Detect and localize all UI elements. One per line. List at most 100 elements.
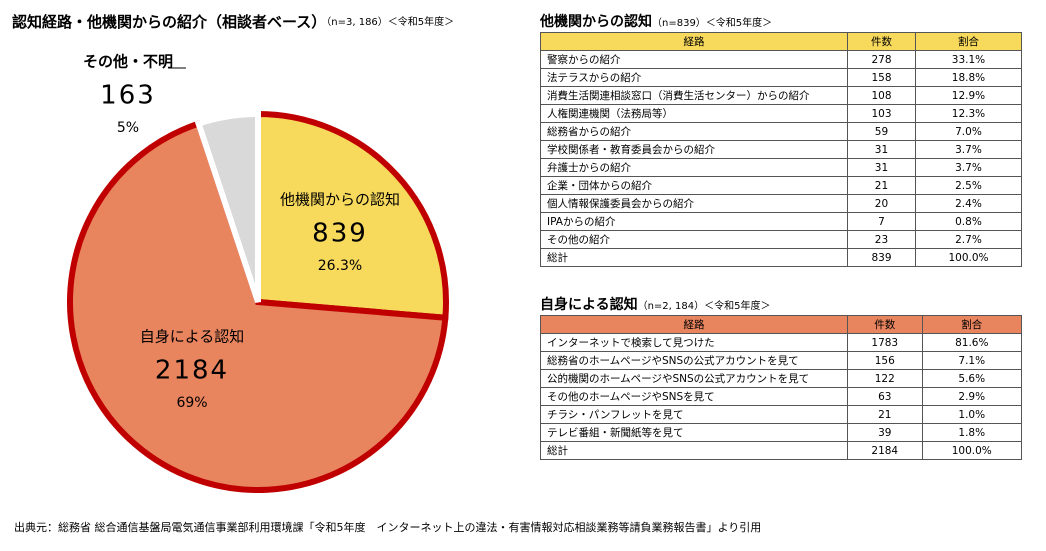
subtitle: （n=2, 184）＜令和5年度＞ — [637, 301, 771, 312]
slice-label: 自身による認知 — [140, 328, 245, 346]
cell: 5.6% — [921, 369, 1023, 388]
chart: 認知経路・他機関からの紹介（相談者ベース）（n=3, 186）＜令和5年度＞ 他… — [12, 13, 454, 493]
table: 経路 件数 割合 インターネットで検索して見つけた 1783 81.6% 総務省のホームペー… — [540, 315, 1023, 460]
cell: 21 — [847, 176, 916, 195]
slice-value: 839 — [312, 219, 368, 249]
pie-slice — [67, 119, 449, 493]
cell: 100.0% — [914, 248, 1023, 267]
table-title: 自身による認知（n=2, 184）＜令和5年度＞ — [540, 295, 1022, 315]
header-cell: 件数 — [847, 315, 923, 334]
cell: 12.3% — [914, 104, 1023, 123]
cell: インターネットで検索して見つけた — [540, 333, 848, 352]
cell: 2.7% — [914, 230, 1023, 249]
cell: 総務省のホームページやSNSの公式アカウントを見て — [540, 351, 848, 370]
row: 警察からの紹介 278 33.1% — [540, 50, 1023, 69]
cell: 63 — [847, 387, 923, 406]
subtitle: （n=839）＜令和5年度＞ — [652, 18, 773, 29]
row: 総計 839 100.0% — [540, 248, 1023, 267]
cell: チラシ・パンフレットを見て — [540, 405, 848, 424]
slice-label: その他・不明 — [83, 53, 173, 71]
cell: 公的機関のホームページやSNSの公式アカウントを見て — [540, 369, 848, 388]
row: 消費生活関連相談窓口（消費生活センター）からの紹介 108 12.9% — [540, 86, 1023, 105]
table-block: 自身による認知（n=2, 184）＜令和5年度＞ 経路 件数 割合 インターネットで検… — [540, 295, 1023, 460]
header-row: 経路 件数 割合 — [540, 32, 1023, 51]
cell: 3.7% — [914, 158, 1023, 177]
cell: その他のホームページやSNSを見て — [540, 387, 848, 406]
slice-share: 69% — [176, 395, 207, 411]
cell: 2.5% — [914, 176, 1023, 195]
subtitle: （n=3, 186）＜令和5年度＞ — [326, 15, 454, 28]
row: 企業・団体からの紹介 21 2.5% — [540, 176, 1023, 195]
row: その他のホームページやSNSを見て 63 2.9% — [540, 387, 1023, 406]
row: テレビ番組・新聞紙等を見て 39 1.8% — [540, 423, 1023, 442]
table-block: 他機関からの認知（n=839）＜令和5年度＞ 経路 件数 割合 警察からの紹介 278 3… — [540, 12, 1023, 267]
row: チラシ・パンフレットを見て 21 1.0% — [540, 405, 1023, 424]
cell: 1.0% — [921, 405, 1023, 424]
cell: 122 — [847, 369, 923, 388]
cell: 警察からの紹介 — [540, 50, 848, 69]
cell: 7 — [847, 212, 916, 231]
cell: 39 — [847, 423, 923, 442]
cell: 158 — [847, 68, 916, 87]
cell: 個人情報保護委員会からの紹介 — [540, 194, 848, 213]
slice-share: 5% — [117, 120, 139, 136]
header-cell: 割合 — [921, 315, 1023, 334]
chart-title: 認知経路・他機関からの紹介（相談者ベース）（n=3, 186）＜令和5年度＞ — [12, 13, 454, 31]
cell: 3.7% — [914, 140, 1023, 159]
cell: 2184 — [847, 441, 923, 460]
cell: 31 — [847, 158, 916, 177]
pie-slice — [255, 110, 449, 321]
slice-share: 26.3% — [318, 258, 362, 274]
cell: 総計 — [540, 441, 848, 460]
cell: 108 — [847, 86, 916, 105]
header-cell: 割合 — [914, 32, 1023, 51]
cell: 156 — [847, 351, 923, 370]
cell: 総務省からの紹介 — [540, 122, 848, 141]
table-title: 他機関からの認知（n=839）＜令和5年度＞ — [540, 12, 1022, 32]
cell: 消費生活関連相談窓口（消費生活センター）からの紹介 — [540, 86, 848, 105]
row: 人権関連機関（法務局等） 103 12.3% — [540, 104, 1023, 123]
row: 公的機関のホームページやSNSの公式アカウントを見て 122 5.6% — [540, 369, 1023, 388]
row: 弁護士からの紹介 31 3.7% — [540, 158, 1023, 177]
cell: その他の紹介 — [540, 230, 848, 249]
title: 自身による認知 — [540, 297, 638, 313]
row: 個人情報保護委員会からの紹介 20 2.4% — [540, 194, 1023, 213]
row: 総務省のホームページやSNSの公式アカウントを見て 156 7.1% — [540, 351, 1023, 370]
cell: 31 — [847, 140, 916, 159]
row: 総計 2184 100.0% — [540, 441, 1023, 460]
cell: 278 — [847, 50, 916, 69]
cell: 法テラスからの紹介 — [540, 68, 848, 87]
cell: 100.0% — [921, 441, 1023, 460]
cell: 1783 — [847, 333, 923, 352]
row: IPAからの紹介 7 0.8% — [540, 212, 1023, 231]
cell: 59 — [847, 122, 916, 141]
cell: 0.8% — [914, 212, 1023, 231]
cell: 総計 — [540, 248, 848, 267]
cell: 21 — [847, 405, 923, 424]
row: その他の紹介 23 2.7% — [540, 230, 1023, 249]
cell: 企業・団体からの紹介 — [540, 176, 848, 195]
cell: 103 — [847, 104, 916, 123]
table: 経路 件数 割合 警察からの紹介 278 33.1% 法テラスからの紹介 158 18.8% 消費… — [540, 32, 1023, 267]
header-cell: 経路 — [540, 32, 848, 51]
cell: 12.9% — [914, 86, 1023, 105]
pie-slice — [194, 110, 261, 303]
row: インターネットで検索して見つけた 1783 81.6% — [540, 333, 1023, 352]
cell: 33.1% — [914, 50, 1023, 69]
row: 総務省からの紹介 59 7.0% — [540, 122, 1023, 141]
cell: IPAからの紹介 — [540, 212, 848, 231]
cell: 1.8% — [921, 423, 1023, 442]
cell: 20 — [847, 194, 916, 213]
cell: 18.8% — [914, 68, 1023, 87]
slice-value: 163 — [100, 81, 156, 111]
cell: 81.6% — [921, 333, 1023, 352]
title: 他機関からの認知 — [540, 14, 652, 30]
header-cell: 件数 — [847, 32, 916, 51]
cell: 7.1% — [921, 351, 1023, 370]
cell: 学校関係者・教育委員会からの紹介 — [540, 140, 848, 159]
cell: 人権関連機関（法務局等） — [540, 104, 848, 123]
cell: 839 — [847, 248, 916, 267]
cell: 2.9% — [921, 387, 1023, 406]
title: 認知経路・他機関からの紹介（相談者ベース） — [12, 13, 326, 31]
